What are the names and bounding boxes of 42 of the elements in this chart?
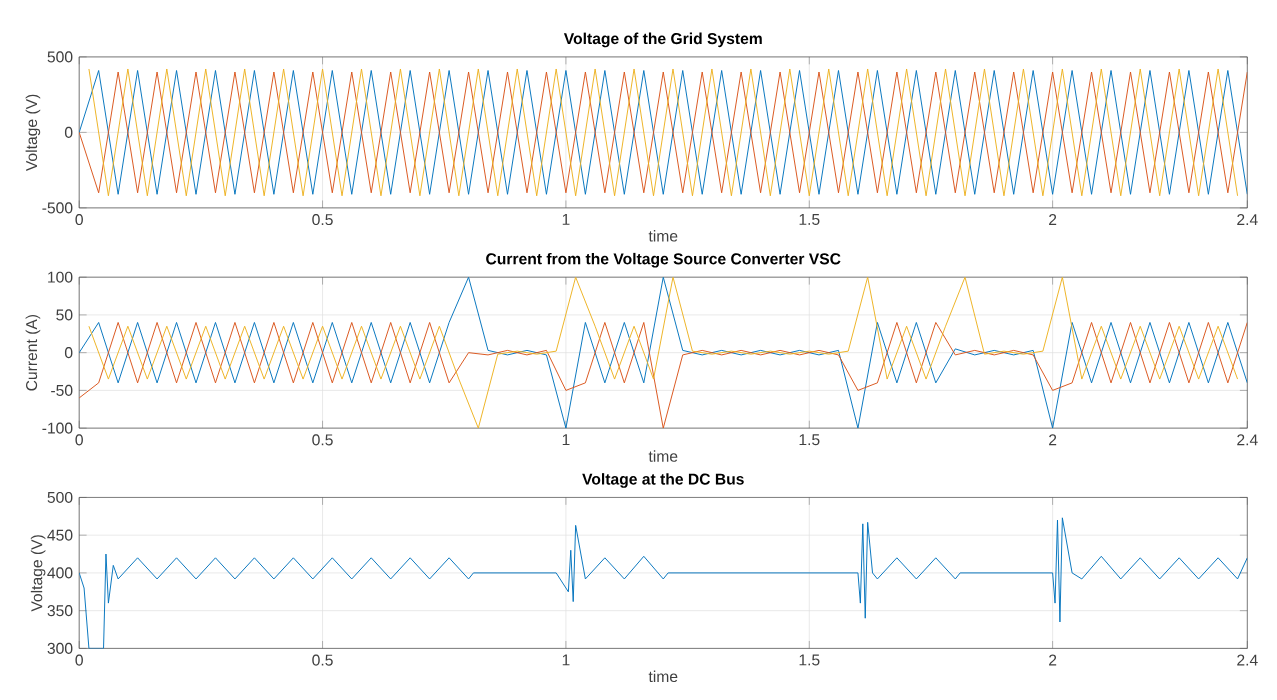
x-tick-label: 1 [562,213,570,225]
y-tick-label: 0 [64,346,73,359]
x-axis-title: time [648,450,678,462]
y-axis-title: Voltage (V) [25,94,41,171]
x-tick-label: 2 [1049,654,1057,666]
x-tick-label: 1 [562,654,570,666]
x-tick-label: 1.5 [799,213,820,225]
x-tick-label: 0.5 [312,654,333,666]
y-axis-title: Current (A) [25,314,41,391]
y-tick-label: 400 [47,567,73,579]
x-tick-label: 2.4 [1237,213,1258,225]
y-tick-label: 0 [64,126,73,138]
y-tick-label: -100 [42,422,73,434]
y-tick-label: 500 [47,51,73,63]
chart-title: Current from the Voltage Source Converter VSC [486,252,841,268]
y-tick-label: 300 [47,642,73,654]
x-tick-label: 2.4 [1237,434,1258,446]
y-tick-label: 100 [48,271,73,283]
x-axis-title: time [648,229,678,242]
y-tick-label: 50 [56,309,73,321]
chart-title: Voltage of the Grid System [563,32,762,48]
x-axis-title: time [648,670,678,682]
x-tick-label: 2 [1049,434,1057,446]
y-tick-label: 450 [47,529,73,541]
y-tick-label: -500 [42,202,73,214]
x-tick-label: 1 [562,434,570,445]
x-tick-label: 2.4 [1237,654,1258,666]
x-tick-label: 1.5 [799,434,820,446]
line-series [79,517,1248,649]
y-tick-label: 500 [47,491,73,503]
x-tick-label: 1.5 [799,654,820,666]
line-series [79,321,1248,428]
x-tick-label: 0 [75,654,83,666]
x-tick-label: 0.5 [312,434,333,446]
y-axis-title: Voltage (V) [30,534,46,612]
x-tick-label: 0 [75,434,83,446]
chart-title: Voltage at the DC Bus [582,472,744,488]
x-tick-label: 2 [1049,213,1057,225]
y-tick-label: 350 [47,604,73,617]
y-tick-label: -50 [51,384,73,396]
x-tick-label: 0.5 [312,213,333,225]
x-tick-label: 0 [75,213,83,225]
